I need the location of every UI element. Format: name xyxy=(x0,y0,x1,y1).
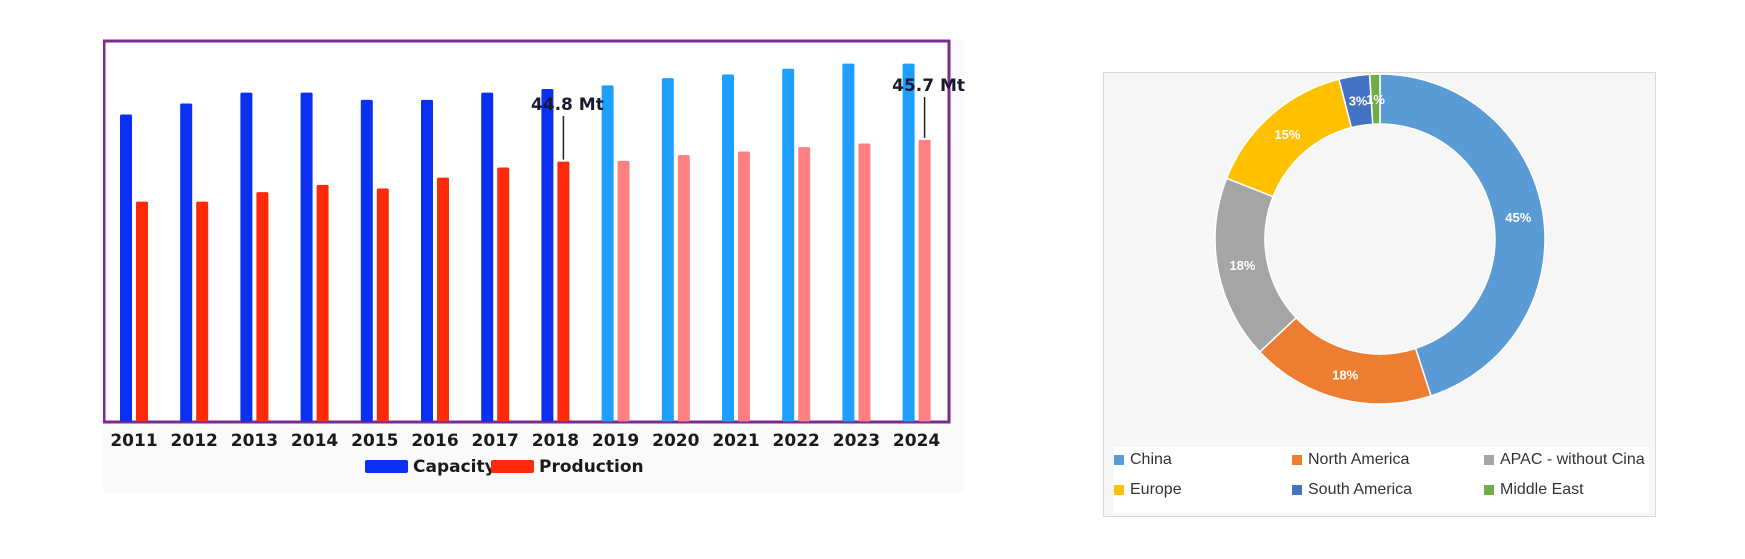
donut-legend-item-north-america: North America xyxy=(1292,451,1409,469)
bar-capacity-2013 xyxy=(240,92,253,422)
annotation-label-2024: 45.7 Mt xyxy=(892,76,965,96)
x-tick-label-2018: 2018 xyxy=(532,431,579,451)
donut-legend-label: North America xyxy=(1308,451,1410,468)
donut-legend-label: South America xyxy=(1308,481,1413,498)
plot-frame xyxy=(103,39,951,424)
bar-production-2013 xyxy=(256,192,269,422)
donut-slice-label-apac-without-cina: 18% xyxy=(1229,258,1255,273)
bar-production-2015 xyxy=(376,188,389,422)
donut-slice-label-north-america: 18% xyxy=(1332,368,1358,383)
bar-capacity-2023 xyxy=(842,63,855,422)
donut-slice-china xyxy=(1379,73,1546,397)
bar-production-2024 xyxy=(918,139,931,422)
bar-chart-svg: 2011 2012 2013 2014 2015 2016 2017 2018 2019 2020… xyxy=(103,39,965,493)
donut-slice-north-america xyxy=(1258,316,1432,405)
legend-swatch-production xyxy=(491,460,534,473)
annotation-label-2018: 44.8 Mt xyxy=(531,95,604,115)
donut-legend-item-china: China xyxy=(1114,451,1172,469)
donut-legend-swatch xyxy=(1292,455,1302,465)
donut-legend-swatch xyxy=(1484,485,1494,495)
bar-production-2021 xyxy=(738,151,750,422)
donut-slice-label-europe: 15% xyxy=(1274,127,1300,142)
donut-legend-label: China xyxy=(1130,451,1172,468)
donut-slice-middle-east xyxy=(1368,73,1381,126)
x-tick-label-2023: 2023 xyxy=(833,431,880,451)
legend-swatch-capacity xyxy=(365,460,408,473)
donut-slice-label-middle-east: 1% xyxy=(1366,92,1385,107)
donut-legend-item-middle-east: Middle East xyxy=(1484,481,1584,499)
bar-capacity-2024 xyxy=(902,63,915,422)
donut-legend-swatch xyxy=(1484,455,1494,465)
donut-slice-apac-without-cina xyxy=(1214,177,1298,354)
donut-slice-label-south-america: 3% xyxy=(1349,94,1368,109)
regional-share-chart: 45% 18% 18% 15% 3% 1% China North America APAC … xyxy=(1103,72,1656,517)
donut-legend-item-south-america: South America xyxy=(1292,481,1412,499)
bar-production-2014 xyxy=(316,184,329,422)
donut-slice-label-china: 45% xyxy=(1505,210,1531,225)
x-tick-label-2020: 2020 xyxy=(652,431,699,451)
capacity-production-chart: 2011 2012 2013 2014 2015 2016 2017 2018 2019 2020… xyxy=(103,0,1063,559)
donut-legend-label: APAC - without Cina xyxy=(1500,451,1645,468)
bar-production-2022 xyxy=(798,147,811,422)
bar-capacity-2018 xyxy=(541,89,554,422)
donut-legend-item-apac-without-cina: APAC - without Cina xyxy=(1484,451,1645,469)
bar-capacity-2019 xyxy=(601,85,614,422)
donut-legend-swatch xyxy=(1114,485,1124,495)
bar-production-2023 xyxy=(858,143,871,422)
x-tick-label-2011: 2011 xyxy=(110,431,157,451)
x-tick-label-2013: 2013 xyxy=(231,431,278,451)
bar-production-2012 xyxy=(196,201,209,422)
legend-label-capacity: Capacity xyxy=(413,457,496,477)
bar-capacity-2016 xyxy=(421,99,433,422)
x-tick-label-2021: 2021 xyxy=(712,431,759,451)
bar-capacity-2015 xyxy=(360,99,373,422)
bar-production-2019 xyxy=(617,160,630,422)
donut-legend-swatch xyxy=(1114,455,1124,465)
donut-legend: China North America APAC - without Cina Eur… xyxy=(1114,447,1649,513)
x-tick-label-2019: 2019 xyxy=(592,431,639,451)
donut-legend-label: Europe xyxy=(1130,481,1182,498)
donut-legend-swatch xyxy=(1292,485,1302,495)
bar-capacity-2014 xyxy=(300,92,313,422)
bar-production-2018 xyxy=(557,161,570,422)
legend-label-production: Production xyxy=(539,457,644,477)
bar-capacity-2020 xyxy=(661,78,674,422)
x-tick-label-2017: 2017 xyxy=(472,431,519,451)
bar-production-2011 xyxy=(136,201,148,422)
x-tick-label-2014: 2014 xyxy=(291,431,338,451)
x-tick-label-2015: 2015 xyxy=(351,431,398,451)
bar-production-2016 xyxy=(437,177,449,422)
bar-production-2017 xyxy=(497,167,510,422)
bar-capacity-2017 xyxy=(481,92,494,422)
bar-capacity-2011 xyxy=(120,114,132,422)
x-tick-label-2022: 2022 xyxy=(773,431,820,451)
donut-legend-label: Middle East xyxy=(1500,481,1584,498)
x-tick-label-2024: 2024 xyxy=(893,431,940,451)
bar-capacity-2022 xyxy=(782,68,795,422)
bar-capacity-2012 xyxy=(180,103,193,422)
donut-chart-svg: 45% 18% 18% 15% 3%1% xyxy=(1214,73,1546,405)
x-tick-label-2012: 2012 xyxy=(171,431,218,451)
bar-production-2020 xyxy=(677,155,690,422)
bar-capacity-2021 xyxy=(722,74,734,422)
donut-legend-item-europe: Europe xyxy=(1114,481,1182,499)
x-tick-label-2016: 2016 xyxy=(411,431,458,451)
